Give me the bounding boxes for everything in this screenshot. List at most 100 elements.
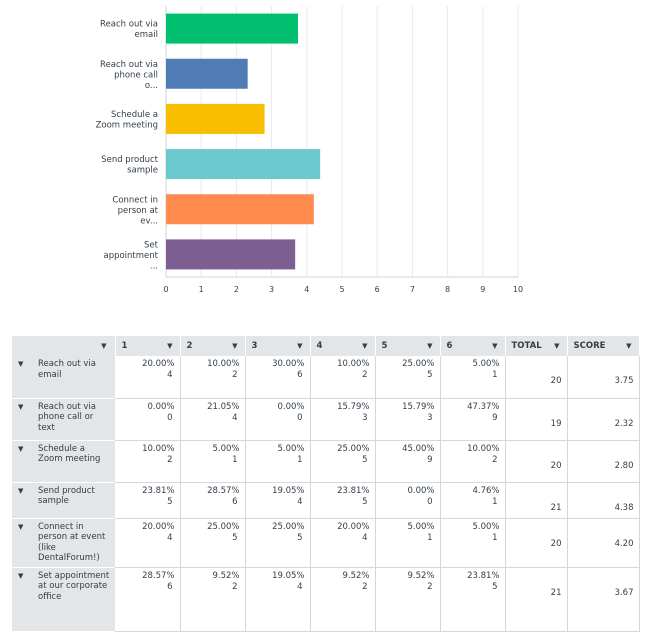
count-value: 5 [362,454,368,465]
response-cell: 20.00% 4 [115,356,181,399]
response-cell: 10.00% 2 [115,440,181,483]
percent-value: 25.00% [402,359,435,369]
table-row: ▼ Reach out via email 20.00% 4 10.00% 2 30.00%… [12,356,640,399]
caret-down-icon[interactable]: ▼ [232,342,238,350]
response-cell: 25.00% 5 [375,356,441,399]
bar-4 [166,149,321,180]
response-cell: 15.79% 3 [375,398,441,441]
row-label-text: Reach out via email [38,359,96,380]
caret-down-icon: ▼ [101,342,107,350]
count-value: 2 [167,454,173,465]
column-header-2[interactable]: 2 ▼ [180,336,246,356]
percent-value: 5.00% [472,521,500,532]
response-cell: 30.00% 6 [245,356,311,399]
caret-down-icon[interactable]: ▼ [18,402,24,411]
percent-value: 23.81% [467,570,500,581]
row-label-text: Set appointment at our corporate office [38,570,110,602]
x-tick-label: 7 [410,285,415,294]
percent-value: 25.00% [207,521,240,532]
row-label-text: Reach out via phone call or text [38,401,96,433]
column-header-3[interactable]: 3 ▼ [245,336,311,356]
count-value: 1 [297,454,303,465]
caret-down-icon[interactable]: ▼ [554,342,560,350]
column-header-6[interactable]: 6 ▼ [440,336,506,356]
bar-6 [166,239,296,270]
count-value: 4 [167,370,173,380]
percent-value: 10.00% [207,359,240,369]
x-tick-label: 8 [445,285,450,294]
row-label-text: Send product sample [38,485,95,507]
total-cell: 20 [505,518,568,568]
response-cell: 15.79% 3 [310,398,376,441]
category-label: Schedule a Zoom meeting [96,110,158,130]
count-value: 6 [232,496,238,507]
response-cell: 45.00% 9 [375,440,441,483]
response-cell: 47.37% 9 [440,398,506,441]
percent-value: 5.00% [212,443,240,454]
response-cell: 23.81% 5 [440,567,506,632]
total-cell: 20 [505,356,568,399]
percent-value: 20.00% [142,359,175,369]
x-tick-label: 2 [234,285,239,294]
column-header-label: 6 [446,341,453,351]
caret-down-icon[interactable]: ▼ [297,342,303,350]
caret-down-icon[interactable]: ▼ [492,342,498,350]
bar-1 [166,13,298,44]
caret-down-icon[interactable]: ▼ [18,360,24,368]
column-header-score[interactable]: SCORE ▼ [567,336,640,356]
count-value: 1 [492,370,498,380]
column-header-1[interactable]: 1 ▼ [115,336,181,356]
caret-down-icon[interactable]: ▼ [626,342,632,350]
response-cell: 9.52% 2 [180,567,246,632]
response-cell: 28.57% 6 [115,567,181,632]
bar-3 [166,103,265,134]
category-label: Reach out via phone call o... [100,60,158,91]
count-value: 1 [427,532,433,543]
percent-value: 23.81% [142,485,175,496]
count-value: 5 [167,496,173,507]
column-header-total[interactable]: TOTAL ▼ [505,336,568,356]
percent-value: 45.00% [402,443,435,454]
column-header-4[interactable]: 4 ▼ [310,336,376,356]
row-label: ▼ Connect in person at event (like Dental… [12,518,115,568]
table-row: ▼ Send product sample 23.81% 5 28.57% 6 19.05%… [12,482,640,519]
percent-value: 10.00% [467,443,500,454]
caret-down-icon[interactable]: ▼ [167,342,173,350]
percent-value: 47.37% [467,401,500,412]
column-header-label: 2 [186,341,193,351]
response-cell: 9.52% 2 [310,567,376,632]
count-value: 2 [492,454,498,465]
caret-down-icon[interactable]: ▼ [427,342,433,350]
caret-down-icon[interactable]: ▼ [18,444,24,453]
table-header-row: ▼ 1 ▼ 2 ▼ 3 ▼ 4 ▼ 5 ▼ 6 ▼ TOTAL ▼ SCORE ▼ [12,336,640,356]
row-label-text: Schedule a Zoom meeting [38,443,101,465]
count-value: 2 [362,581,368,592]
total-cell: 21 [505,567,568,632]
corner-sort-header[interactable]: ▼ [12,336,116,356]
response-cell: 10.00% 2 [180,356,246,399]
bar-5 [166,194,314,225]
caret-down-icon[interactable]: ▼ [18,571,24,580]
column-header-5[interactable]: 5 ▼ [375,336,441,356]
count-value: 3 [427,412,433,423]
caret-down-icon[interactable]: ▼ [362,342,368,350]
count-value: 6 [297,370,303,380]
caret-down-icon[interactable]: ▼ [18,486,24,495]
percent-value: 0.00% [407,485,435,496]
response-cell: 5.00% 1 [180,440,246,483]
score-cell: 4.38 [567,482,640,519]
count-value: 9 [492,412,498,423]
count-value: 5 [297,532,303,543]
count-value: 0 [297,412,303,423]
x-tick-label: 4 [304,285,309,294]
response-cell: 28.57% 6 [180,482,246,519]
percent-value: 4.76% [472,485,500,496]
column-header-label: 4 [316,341,323,351]
total-cell: 19 [505,398,568,441]
percent-value: 0.00% [147,401,175,412]
column-header-label: 5 [381,341,388,351]
total-cell: 20 [505,440,568,483]
count-value: 2 [232,581,238,592]
caret-down-icon[interactable]: ▼ [18,522,24,531]
x-tick-label: 9 [480,285,485,294]
